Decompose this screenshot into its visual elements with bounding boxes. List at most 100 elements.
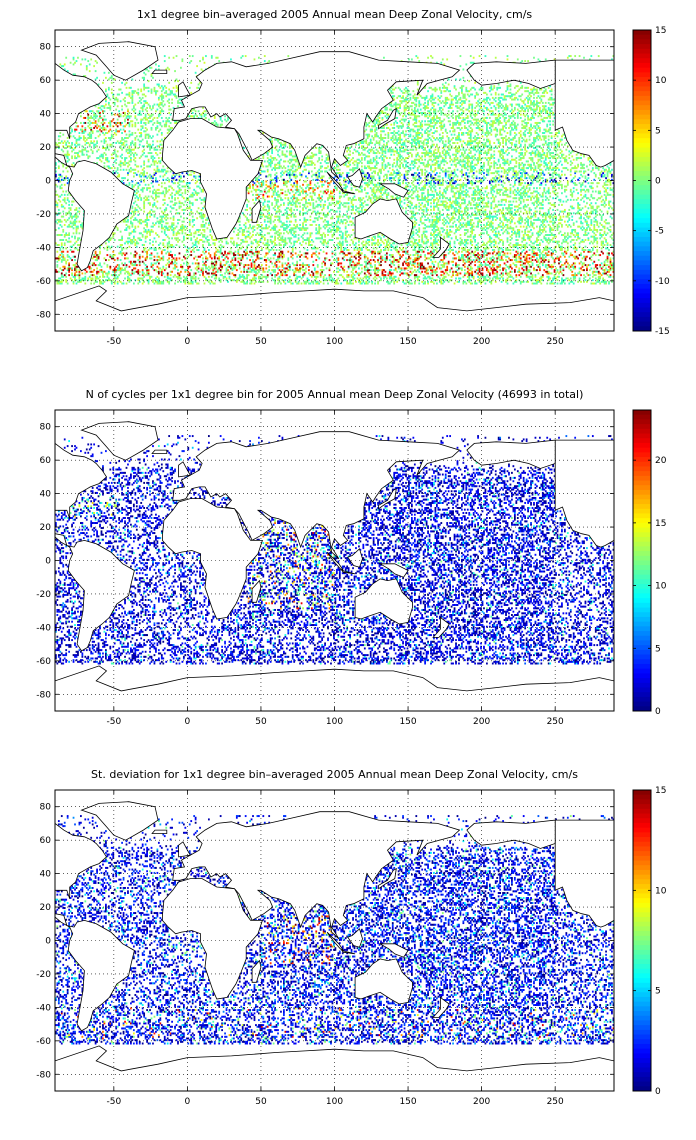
data-cell	[169, 225, 172, 228]
data-cell	[462, 257, 465, 260]
data-cell	[446, 235, 449, 238]
data-cell	[138, 280, 141, 283]
data-cell	[359, 280, 362, 283]
data-cell	[468, 279, 471, 282]
data-cell	[499, 269, 502, 272]
data-cell	[71, 272, 73, 275]
data-cell	[156, 282, 159, 285]
data-cell	[505, 223, 507, 226]
data-cell	[188, 230, 191, 233]
data-cell	[97, 254, 100, 257]
data-cell	[536, 244, 538, 247]
data-cell	[447, 262, 450, 265]
data-cell	[191, 218, 194, 221]
data-cell	[69, 240, 72, 243]
data-cell	[75, 240, 78, 243]
data-cell	[272, 279, 275, 282]
data-cell	[530, 223, 532, 226]
data-cell	[188, 218, 191, 221]
data-cell	[305, 228, 307, 231]
data-cell	[116, 269, 119, 272]
data-cell	[138, 255, 141, 258]
data-cell	[57, 282, 60, 285]
data-cell	[444, 218, 447, 221]
data-cell	[246, 264, 249, 267]
data-cell	[562, 215, 565, 218]
data-cell	[202, 270, 204, 273]
data-cell	[146, 270, 148, 273]
data-cell	[471, 218, 474, 221]
data-cell	[315, 223, 318, 226]
data-cell	[240, 262, 243, 265]
data-cell	[512, 245, 515, 248]
data-cell	[182, 227, 185, 230]
data-cell	[119, 270, 122, 273]
data-cell	[138, 239, 141, 241]
data-cell	[166, 245, 169, 248]
data-cell	[458, 280, 460, 283]
data-cell	[469, 282, 472, 285]
data-cell	[153, 259, 156, 262]
data-cell	[138, 222, 141, 225]
data-cell	[441, 282, 444, 285]
data-cell	[471, 267, 474, 270]
data-cell	[594, 282, 597, 285]
data-cell	[116, 277, 119, 280]
data-cell	[555, 218, 557, 221]
data-cell	[278, 242, 281, 245]
data-cell	[500, 239, 503, 241]
data-cell	[449, 247, 452, 250]
data-cell	[363, 267, 366, 270]
data-cell	[433, 225, 435, 228]
data-cell	[234, 267, 237, 270]
data-cell	[113, 272, 116, 275]
data-cell	[324, 239, 326, 241]
data-cell	[194, 240, 197, 243]
data-cell	[449, 234, 452, 236]
data-cell	[371, 244, 374, 247]
data-cell	[137, 277, 140, 280]
data-cell	[272, 245, 275, 248]
data-cell	[227, 260, 229, 263]
data-cell	[294, 235, 297, 238]
data-cell	[143, 230, 146, 233]
data-cell	[591, 279, 594, 282]
data-cell	[75, 247, 78, 250]
data-cell	[549, 240, 552, 243]
data-cell	[206, 227, 209, 230]
data-cell	[280, 254, 282, 257]
data-cell	[575, 257, 578, 260]
data-cell	[252, 277, 254, 280]
data-cell	[347, 252, 350, 255]
data-cell	[561, 218, 563, 221]
data-cell	[430, 232, 432, 235]
data-cell	[316, 280, 319, 283]
data-cell	[396, 250, 399, 253]
data-cell	[174, 274, 176, 277]
data-cell	[365, 265, 368, 268]
data-cell	[515, 275, 518, 278]
data-cell	[425, 272, 428, 275]
data-cell	[422, 240, 425, 243]
data-cell	[252, 234, 254, 236]
data-cell	[578, 262, 581, 265]
data-cell	[606, 244, 609, 247]
data-cell	[118, 269, 121, 272]
data-cell	[269, 220, 272, 223]
data-cell	[463, 274, 466, 277]
data-cell	[472, 259, 475, 262]
data-cell	[403, 269, 406, 272]
data-cell	[449, 225, 452, 228]
data-cell	[203, 234, 206, 236]
data-cell	[431, 234, 434, 236]
data-cell	[149, 232, 151, 235]
data-cell	[60, 244, 63, 247]
data-cell	[516, 250, 519, 253]
data-cell	[484, 279, 487, 282]
data-cell	[274, 218, 276, 221]
data-cell	[188, 228, 191, 231]
data-cell	[56, 264, 59, 267]
data-cell	[430, 259, 432, 262]
data-cell	[391, 254, 394, 257]
data-cell	[547, 215, 550, 218]
